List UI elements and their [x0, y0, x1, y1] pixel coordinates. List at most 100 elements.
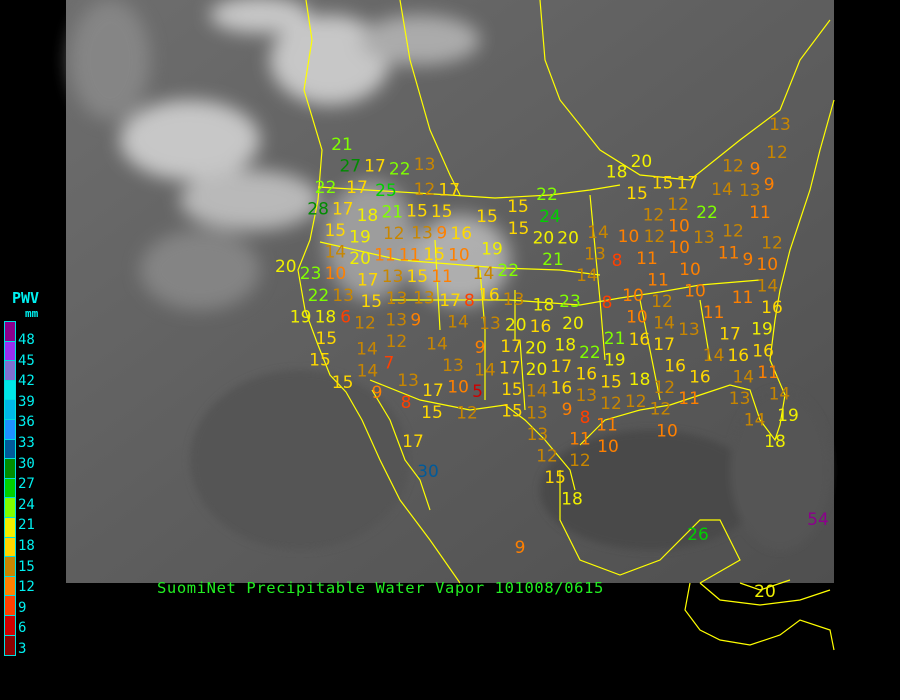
station-pwv-value: 10 [597, 437, 619, 457]
legend-tick-label: 3 [18, 641, 27, 657]
station-pwv-value: 12 [354, 314, 376, 334]
station-pwv-value: 20 [526, 360, 548, 380]
station-pwv-value: 9 [750, 160, 761, 180]
station-pwv-value: 12 [667, 195, 689, 215]
station-pwv-value: 17 [332, 200, 354, 220]
station-pwv-value: 26 [687, 525, 709, 545]
station-pwv-value: 14 [324, 243, 346, 263]
station-pwv-value: 15 [309, 351, 331, 371]
station-pwv-value: 13 [584, 245, 606, 265]
station-pwv-value: 11 [431, 267, 453, 287]
station-pwv-value: 25 [375, 181, 397, 201]
legend-tick-label: 9 [18, 599, 27, 616]
station-pwv-value: 11 [678, 389, 700, 409]
legend-tick-label: 48 [18, 332, 35, 348]
station-pwv-value: 14 [744, 411, 766, 431]
station-pwv-value: 10 [618, 227, 640, 247]
station-pwv-value: 21 [542, 250, 564, 270]
station-pwv-value: 18 [554, 335, 576, 355]
legend-swatch [5, 615, 15, 636]
station-pwv-value: 15 [652, 173, 674, 193]
station-pwv-value: 11 [399, 246, 421, 266]
station-pwv-value: 14 [653, 313, 675, 333]
station-pwv-value: 14 [357, 361, 379, 381]
station-pwv-value: 22 [389, 159, 411, 179]
legend-tick-label: 15 [18, 558, 35, 575]
station-pwv-value: 17 [653, 335, 675, 355]
legend-tick-label: 36 [18, 414, 35, 431]
station-pwv-value: 21 [331, 135, 353, 155]
station-pwv-value: 15 [476, 207, 498, 227]
station-pwv-value: 9 [742, 250, 753, 270]
legend-swatch [5, 557, 15, 577]
station-pwv-value: 13 [414, 155, 436, 175]
station-pwv-value: 13 [442, 356, 464, 376]
station-pwv-value: 54 [807, 510, 829, 530]
station-pwv-value: 8 [612, 251, 623, 271]
station-pwv-value: 8 [580, 408, 591, 428]
station-pwv-value: 16 [551, 379, 573, 399]
station-pwv-value: 13 [332, 286, 354, 306]
station-pwv-value: 30 [417, 462, 439, 482]
station-pwv-value: 18 [315, 307, 337, 327]
political-borders [297, 0, 835, 584]
station-pwv-value: 15 [600, 372, 622, 392]
legend-swatch [5, 341, 15, 362]
station-pwv-value: 20 [754, 582, 776, 602]
station-pwv-value: 13 [385, 310, 407, 330]
station-pwv-value: 14 [426, 334, 448, 354]
station-pwv-value: 14 [447, 313, 469, 333]
legend-tick-label: 39 [18, 393, 35, 410]
station-pwv-value: 17 [438, 180, 460, 200]
station-pwv-value: 17 [439, 291, 461, 311]
satellite-image [66, 0, 834, 583]
station-pwv-value: 14 [732, 367, 754, 387]
station-pwv-value: 14 [757, 277, 779, 297]
station-pwv-value: 16 [629, 330, 651, 350]
station-pwv-value: 10 [668, 217, 690, 237]
station-pwv-value: 14 [474, 360, 496, 380]
station-pwv-value: 12 [625, 392, 647, 412]
legend-tick-label: 42 [18, 373, 35, 390]
station-pwv-value: 20 [275, 257, 297, 277]
station-pwv-value: 16 [664, 357, 686, 377]
station-pwv-value: 18 [764, 432, 786, 452]
station-pwv-value: 11 [374, 246, 396, 266]
station-pwv-value: 22 [536, 185, 558, 205]
station-pwv-value: 9 [410, 310, 421, 330]
station-pwv-value: 17 [719, 324, 741, 344]
station-pwv-value: 20 [349, 249, 371, 269]
station-pwv-value: 17 [364, 156, 386, 176]
legend-swatch [5, 596, 15, 616]
station-pwv-value: 12 [766, 143, 788, 163]
station-pwv-value: 12 [414, 180, 436, 200]
station-pwv-value: 18 [606, 163, 628, 183]
station-pwv-value: 11 [757, 363, 779, 383]
station-pwv-value: 13 [503, 290, 525, 310]
station-pwv-value: 15 [507, 197, 529, 217]
station-pwv-value: 16 [752, 341, 774, 361]
station-pwv-value: 11 [732, 288, 754, 308]
station-pwv-value: 12 [386, 332, 408, 352]
station-pwv-value: 20 [505, 315, 527, 335]
station-pwv-value: 18 [561, 489, 583, 509]
station-pwv-value: 16 [761, 298, 783, 318]
station-pwv-value: 14 [711, 180, 733, 200]
station-pwv-value: 15 [626, 184, 648, 204]
station-pwv-value: 11 [749, 203, 771, 223]
legend-tick-label: 33 [18, 435, 35, 451]
station-pwv-value: 15 [421, 403, 443, 423]
station-pwv-value: 10 [325, 264, 347, 284]
station-pwv-value: 15 [360, 292, 382, 312]
station-pwv-value: 12 [569, 451, 591, 471]
station-pwv-value: 10 [622, 286, 644, 306]
station-pwv-value: 15 [508, 219, 530, 239]
station-pwv-value: 13 [769, 115, 791, 135]
legend-tick-label: 30 [18, 455, 35, 472]
station-pwv-value: 14 [473, 264, 495, 284]
station-pwv-value: 19 [777, 406, 799, 426]
station-pwv-value: 17 [357, 271, 379, 291]
legend-unit: mm [25, 307, 39, 320]
station-pwv-value: 20 [557, 228, 579, 248]
